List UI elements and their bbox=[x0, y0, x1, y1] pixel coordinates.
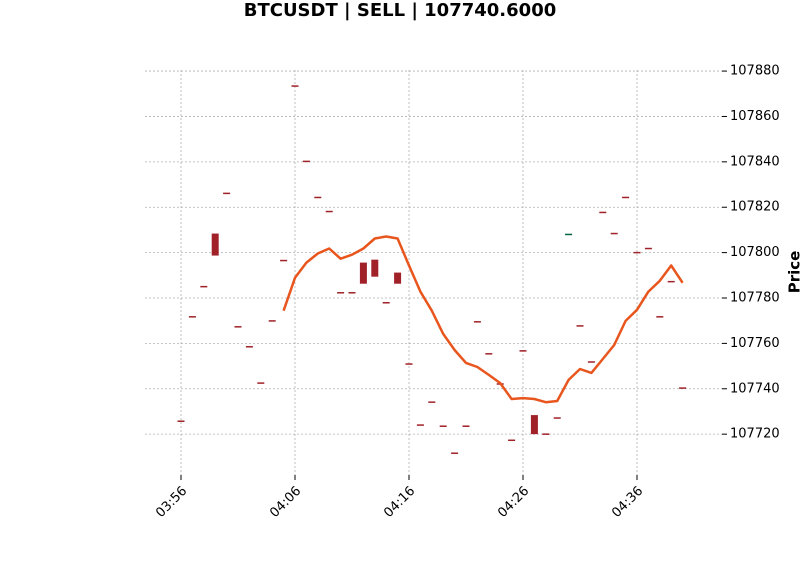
y-tick-label: 107780 bbox=[730, 291, 780, 306]
candle-body bbox=[188, 316, 196, 318]
y-tick-label: 107860 bbox=[730, 109, 780, 124]
candle-body bbox=[610, 232, 618, 235]
candle-body bbox=[302, 160, 310, 163]
candle-body bbox=[519, 350, 527, 352]
candle-body bbox=[291, 85, 299, 87]
candle-body bbox=[325, 210, 333, 213]
candle-body bbox=[679, 387, 687, 389]
candle-body bbox=[337, 292, 345, 294]
candle-body bbox=[587, 361, 595, 363]
candle-body bbox=[211, 233, 219, 256]
candle-body bbox=[599, 211, 607, 214]
x-tick-label: 04:26 bbox=[495, 484, 532, 521]
candle-body bbox=[416, 424, 424, 426]
y-tick-label: 107800 bbox=[730, 245, 780, 260]
candle-body bbox=[530, 415, 538, 435]
candle-body bbox=[553, 417, 561, 419]
candle-body bbox=[177, 420, 185, 422]
candle-body bbox=[405, 363, 413, 365]
candle-body bbox=[428, 401, 436, 403]
y-tick-label: 107720 bbox=[730, 427, 780, 442]
y-tick-label: 107820 bbox=[730, 200, 780, 215]
candle-body bbox=[462, 425, 470, 427]
candle-body bbox=[576, 325, 584, 327]
x-tick-label: 03:56 bbox=[153, 484, 190, 521]
candle-body bbox=[382, 302, 390, 304]
candle-body bbox=[223, 192, 231, 195]
x-tick-label: 04:36 bbox=[609, 484, 646, 521]
x-tick-label: 04:06 bbox=[267, 484, 304, 521]
candle-body bbox=[542, 433, 550, 435]
candle-body bbox=[485, 353, 493, 355]
candle-body bbox=[234, 326, 242, 328]
candle-body bbox=[622, 196, 630, 199]
candle-body bbox=[348, 292, 356, 294]
candle-body bbox=[644, 247, 652, 250]
candle-body bbox=[473, 321, 481, 323]
candle-body bbox=[394, 272, 402, 284]
candle-body bbox=[268, 320, 276, 322]
candle-body bbox=[451, 452, 459, 454]
candle-body bbox=[508, 439, 516, 442]
candle-body bbox=[371, 259, 379, 277]
candle-body bbox=[200, 285, 208, 288]
candle-body bbox=[667, 280, 675, 283]
y-tick-label: 107880 bbox=[730, 64, 780, 79]
candle-body bbox=[439, 425, 447, 427]
y-axis-label: Price bbox=[786, 251, 800, 294]
candle-body bbox=[280, 259, 288, 262]
candle-body bbox=[359, 262, 367, 284]
chart-title: BTCUSDT | SELL | 107740.6000 bbox=[244, 0, 557, 21]
candle-body bbox=[656, 316, 664, 318]
y-tick-label: 107840 bbox=[730, 154, 780, 169]
candle-body bbox=[245, 346, 253, 348]
y-tick-label: 107740 bbox=[730, 381, 780, 396]
candle-body bbox=[565, 233, 573, 236]
candle-body bbox=[633, 251, 641, 254]
candle-body bbox=[314, 196, 322, 199]
moving-average-line bbox=[282, 235, 684, 404]
x-tick-label: 04:16 bbox=[381, 484, 418, 521]
candle-body bbox=[257, 382, 265, 384]
y-tick-label: 107760 bbox=[730, 336, 780, 351]
